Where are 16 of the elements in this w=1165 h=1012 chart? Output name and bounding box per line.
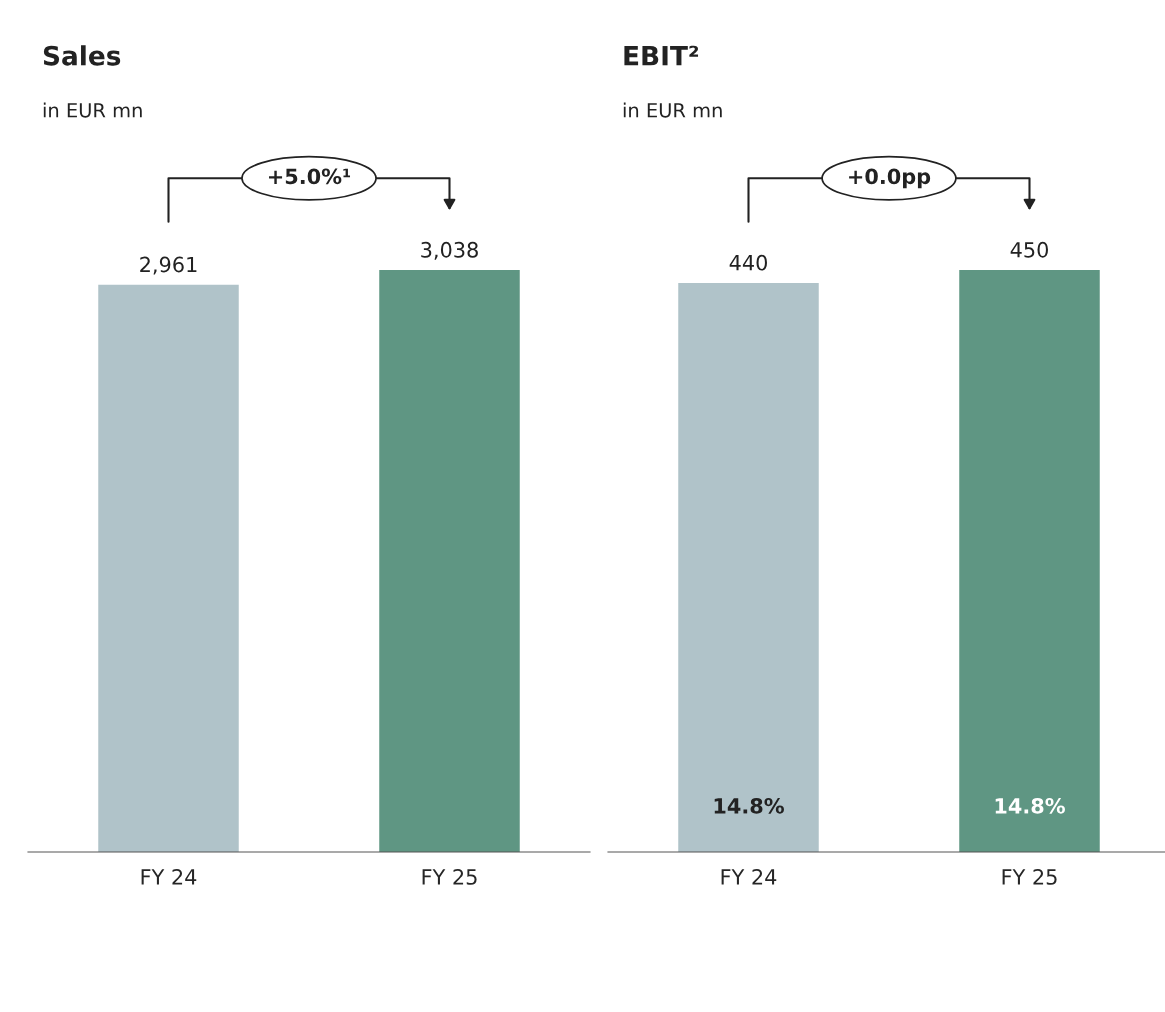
chart-subtitle: in EUR mn [43, 102, 142, 118]
x-tick-label: FY 24 [141, 869, 197, 885]
x-tick-label: FY 25 [1002, 869, 1057, 885]
data-label: 450 [1010, 241, 1048, 258]
chart-title: EBIT² [624, 45, 699, 66]
annotation: 14.8% [995, 797, 1065, 814]
annotation: 14.8% [714, 797, 784, 814]
chart-title: Sales [43, 45, 121, 66]
data-label: 3,038 [421, 241, 478, 260]
text: +0.0pp [849, 168, 931, 189]
x-tick-label: FY 24 [721, 869, 777, 885]
chart-subtitle: in EUR mn [623, 102, 722, 118]
data-label: 440 [729, 254, 767, 271]
text: +5.0%¹ [269, 168, 351, 185]
data-label: 2,961 [140, 256, 197, 275]
x-tick-label: FY 25 [422, 869, 477, 885]
